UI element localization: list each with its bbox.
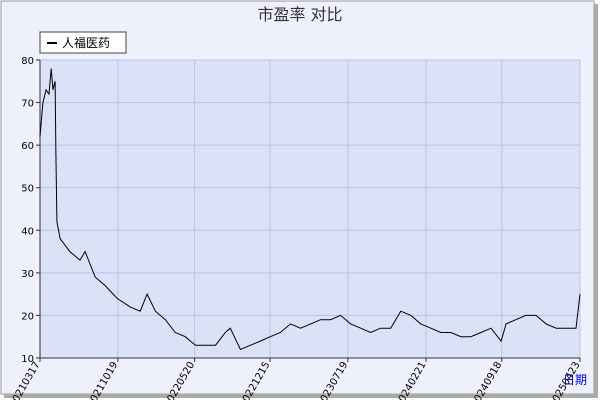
legend	[39, 31, 127, 54]
legend-label: 人福医药	[62, 35, 110, 50]
line	[39, 68, 581, 351]
y-tick-label: 40	[21, 226, 34, 237]
y-tick-label: 60	[21, 141, 34, 152]
y-tick-label: 70	[21, 99, 34, 110]
y-tick-label: 30	[21, 269, 34, 280]
shadow	[4, 394, 598, 398]
y-tick-label: 80	[21, 56, 34, 67]
x-axis-label: 日期	[563, 373, 587, 387]
y-tick-label: 50	[21, 184, 34, 195]
shadow	[594, 4, 598, 396]
y-tick-label: 10	[21, 354, 34, 365]
plot-area	[40, 60, 580, 358]
chart-title: 市盈率 对比	[257, 5, 342, 24]
y-tick-label: 20	[21, 311, 34, 322]
